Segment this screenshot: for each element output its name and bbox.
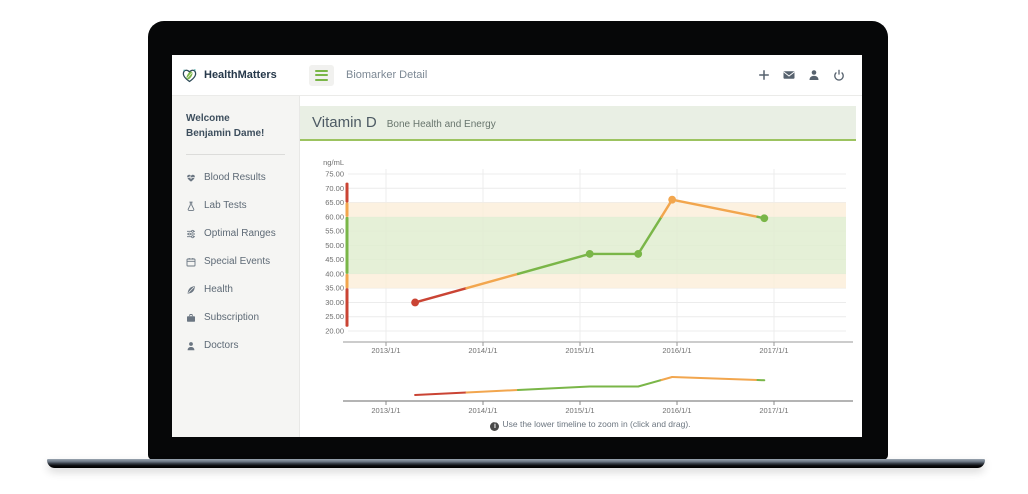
svg-text:75.00: 75.00 — [325, 170, 344, 179]
svg-text:2015/1/1: 2015/1/1 — [565, 406, 594, 415]
hamburger-button[interactable] — [309, 64, 334, 86]
user-icon — [809, 70, 819, 80]
sidebar-item-health[interactable]: Health — [186, 284, 299, 295]
sidebar: Welcome Benjamin Dame! Blood Results Lab… — [172, 96, 300, 437]
brand-name: HealthMatters — [204, 69, 277, 81]
svg-text:2013/1/1: 2013/1/1 — [371, 346, 400, 355]
main-chart-svg: 2013/1/1 2014/1/1 2015/1/1 2016/1/1 2017/1/1… — [323, 158, 853, 355]
chart-area: 2013/1/1 2014/1/1 2015/1/1 2016/1/1 2017/1/1… — [300, 141, 862, 431]
biomarker-banner: Vitamin D Bone Health and Energy — [300, 106, 856, 141]
svg-text:2013/1/1: 2013/1/1 — [371, 406, 400, 415]
sidebar-item-doctors[interactable]: Doctors — [186, 340, 299, 351]
svg-text:2016/1/1: 2016/1/1 — [662, 346, 691, 355]
svg-text:50.00: 50.00 — [325, 241, 344, 250]
svg-text:55.00: 55.00 — [325, 227, 344, 236]
svg-text:25.00: 25.00 — [325, 312, 344, 321]
laptop-screen: HealthMatters Biomarker Detail — [172, 55, 862, 437]
leaf-icon — [187, 285, 195, 294]
svg-text:70.00: 70.00 — [325, 184, 344, 193]
sidebar-item-label: Lab Tests — [204, 200, 247, 211]
welcome-user-name: Benjamin Dame! — [186, 127, 265, 139]
svg-text:2016/1/1: 2016/1/1 — [662, 406, 691, 415]
healthmatters-logo-icon — [182, 68, 197, 82]
logout-button[interactable] — [833, 69, 845, 81]
sidebar-item-lab-tests[interactable]: Lab Tests — [186, 200, 299, 211]
svg-text:30.00: 30.00 — [325, 298, 344, 307]
sidebar-item-label: Doctors — [204, 340, 239, 351]
svg-text:2017/1/1: 2017/1/1 — [759, 406, 788, 415]
svg-text:2014/1/1: 2014/1/1 — [468, 406, 497, 415]
sidebar-item-label: Special Events — [204, 256, 271, 267]
svg-text:45.00: 45.00 — [325, 255, 344, 264]
heart-pulse-icon — [187, 174, 195, 182]
svg-text:35.00: 35.00 — [325, 284, 344, 293]
app-body: Welcome Benjamin Dame! Blood Results Lab… — [172, 96, 862, 437]
timeline-svg[interactable]: 2013/1/1 2014/1/1 2015/1/1 2016/1/1 2017/1/1 — [318, 365, 862, 417]
sidebar-item-blood-results[interactable]: Blood Results — [186, 172, 299, 183]
svg-text:20.00: 20.00 — [325, 327, 344, 336]
svg-text:ng/mL: ng/mL — [323, 158, 344, 167]
svg-text:2015/1/1: 2015/1/1 — [565, 346, 594, 355]
biomarker-title: Vitamin D — [312, 114, 377, 131]
svg-text:2017/1/1: 2017/1/1 — [759, 346, 788, 355]
mail-icon — [783, 71, 795, 79]
svg-text:40.00: 40.00 — [325, 269, 344, 278]
app-header: HealthMatters Biomarker Detail — [172, 55, 862, 96]
svg-text:2014/1/1: 2014/1/1 — [468, 346, 497, 355]
hamburger-icon — [315, 69, 328, 72]
sliders-icon — [187, 229, 195, 238]
laptop-base — [47, 459, 985, 468]
laptop-bezel: HealthMatters Biomarker Detail — [148, 21, 888, 460]
timeline-hint-text: Use the lower timeline to zoom in (click… — [502, 419, 691, 429]
svg-text:65.00: 65.00 — [325, 198, 344, 207]
biomarker-subtitle: Bone Health and Energy — [386, 119, 496, 130]
brand: HealthMatters — [172, 67, 300, 84]
sidebar-item-label: Blood Results — [204, 172, 266, 183]
main-content: Vitamin D Bone Health and Energy 2013/1/… — [300, 96, 862, 437]
briefcase-icon — [187, 313, 195, 322]
messages-button[interactable] — [783, 69, 795, 81]
plus-icon — [759, 70, 769, 80]
welcome-message: Welcome Benjamin Dame! — [186, 112, 299, 141]
info-icon: i — [490, 422, 500, 431]
calendar-icon — [186, 257, 196, 266]
timeline-hint: i Use the lower timeline to zoom in (clic… — [318, 419, 862, 431]
welcome-line1: Welcome — [186, 113, 230, 124]
sidebar-item-special-events[interactable]: Special Events — [186, 256, 299, 267]
add-button[interactable] — [758, 69, 770, 81]
sidebar-item-label: Subscription — [204, 312, 260, 323]
sidebar-item-label: Optimal Ranges — [204, 228, 276, 239]
power-icon — [834, 69, 844, 81]
sidebar-item-subscription[interactable]: Subscription — [186, 312, 299, 323]
sidebar-item-optimal-ranges[interactable]: Optimal Ranges — [186, 228, 299, 239]
user-icon — [187, 341, 195, 350]
svg-text:60.00: 60.00 — [325, 212, 344, 221]
flask-icon — [187, 201, 195, 211]
page-title: Biomarker Detail — [346, 69, 428, 81]
profile-button[interactable] — [808, 69, 820, 81]
sidebar-divider — [186, 154, 285, 155]
sidebar-item-label: Health — [204, 284, 233, 295]
header-actions — [758, 69, 862, 81]
